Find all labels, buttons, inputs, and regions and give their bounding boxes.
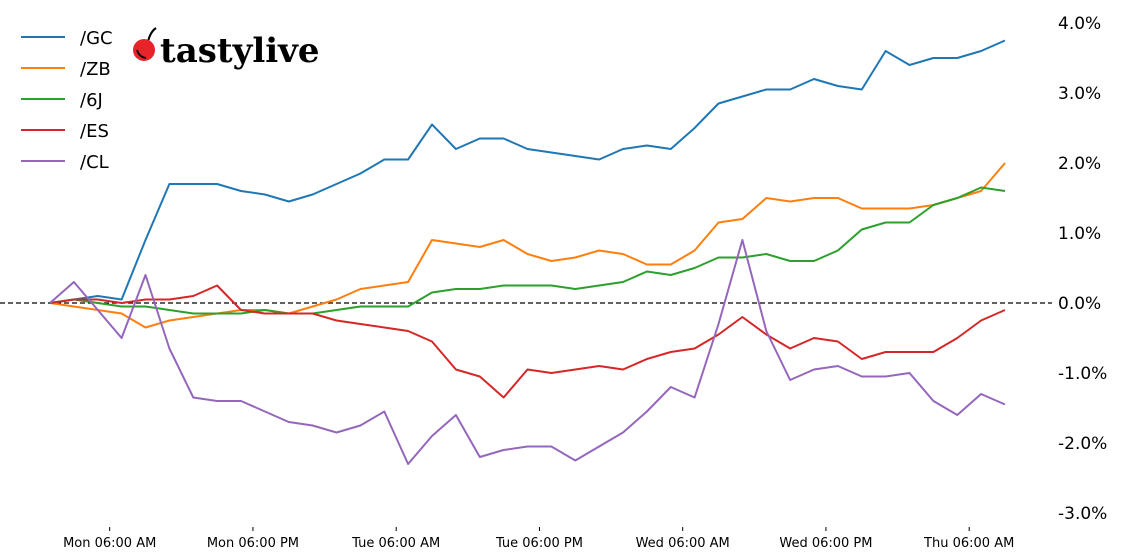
x-tick-label: Tue 06:00 AM: [351, 536, 440, 551]
legend-label: /GC: [80, 28, 113, 49]
series-line-es: [49, 284, 1006, 399]
y-tick-label: -2.0%: [1058, 434, 1107, 454]
y-tick-label: 0.0%: [1058, 294, 1101, 314]
series-line-zb: [49, 162, 1006, 329]
logo-text: tastylive: [160, 31, 320, 71]
x-tick-label: Tue 06:00 PM: [495, 536, 583, 551]
y-tick-label: 2.0%: [1058, 154, 1101, 174]
series-line-gc: [49, 39, 1006, 304]
x-tick-label: Mon 06:00 PM: [207, 536, 299, 551]
y-axis-ticks: 4.0% 3.0% 2.0% 1.0% 0.0% -1.0% -2.0% -3.0%: [1058, 14, 1107, 524]
x-tick-label: Wed 06:00 PM: [779, 536, 872, 551]
y-tick-label: -3.0%: [1058, 504, 1107, 524]
x-tick-label: Thu 06:00 AM: [923, 536, 1014, 551]
y-tick-label: -1.0%: [1058, 364, 1107, 384]
y-tick-label: 1.0%: [1058, 224, 1101, 244]
series-line-6j: [49, 186, 1006, 315]
legend-label: /CL: [80, 152, 109, 173]
x-tick-label: Wed 06:00 AM: [636, 536, 730, 551]
series-line-cl: [49, 239, 1006, 465]
y-tick-label: 4.0%: [1058, 14, 1101, 34]
cherry-icon: [133, 27, 157, 61]
legend-label: /6J: [80, 90, 103, 111]
y-tick-label: 3.0%: [1058, 84, 1101, 104]
legend-label: /ES: [80, 121, 109, 142]
logo: tastylive: [133, 27, 320, 71]
legend: /GC/ZB/6J/ES/CL: [21, 28, 113, 173]
x-tick-label: Mon 06:00 AM: [63, 536, 156, 551]
series-lines: [49, 39, 1006, 465]
legend-label: /ZB: [80, 59, 111, 80]
x-axis-ticks: Mon 06:00 AM Mon 06:00 PM Tue 06:00 AM Tue …: [63, 527, 1014, 551]
